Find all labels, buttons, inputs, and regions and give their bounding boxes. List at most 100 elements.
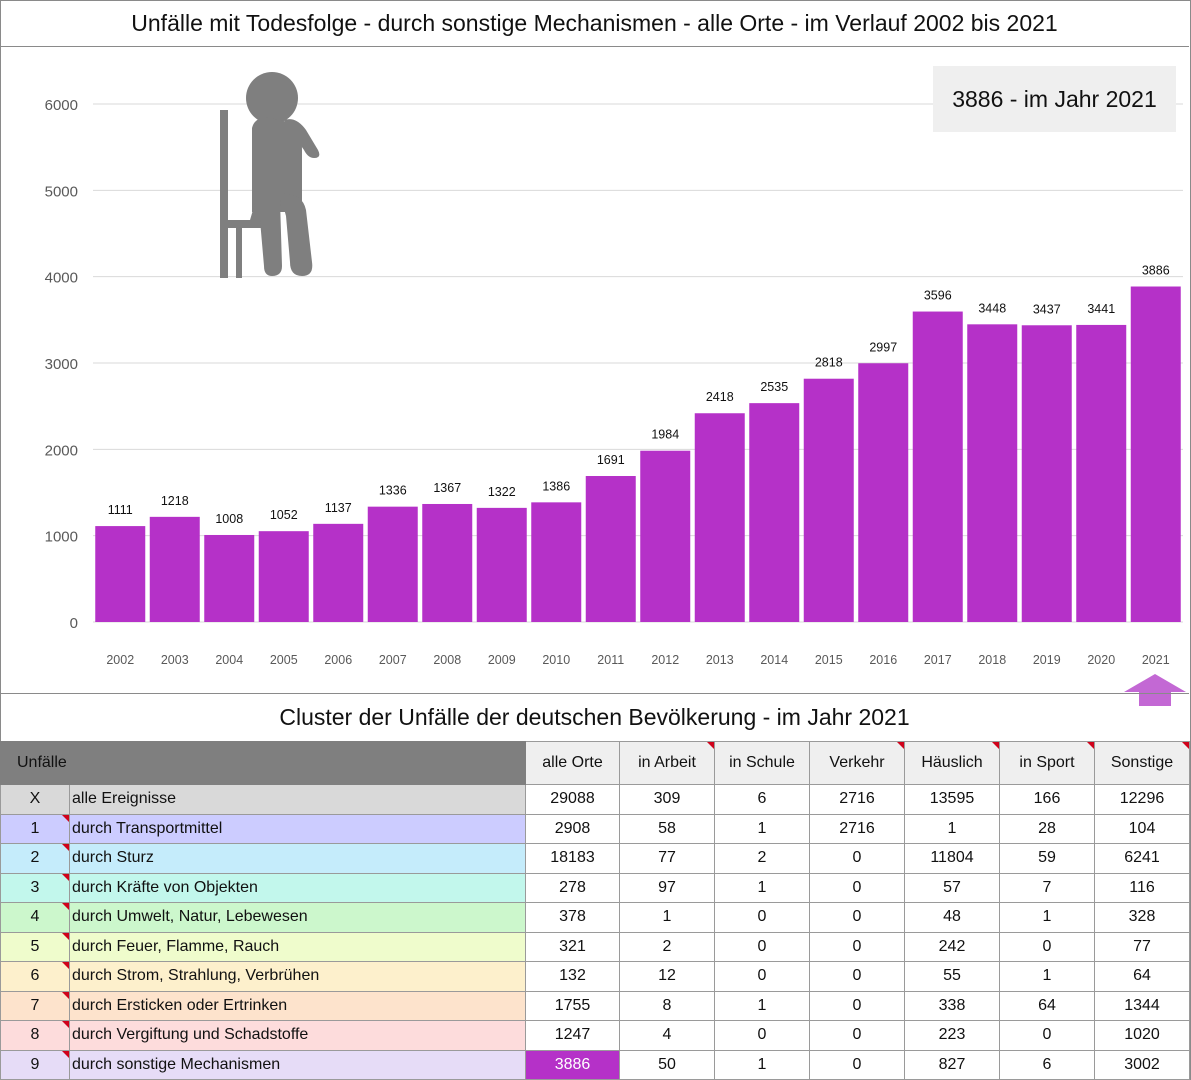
row-id: 3: [0, 872, 70, 903]
table-cell: 77: [619, 843, 715, 874]
col-header: Verkehr: [809, 741, 905, 785]
table-cell: 827: [904, 1049, 1000, 1080]
table-cell: 4: [619, 1020, 715, 1051]
table-cell: 0: [999, 931, 1095, 962]
row-id: 9: [0, 1049, 70, 1080]
table-cell: 1: [714, 813, 810, 844]
table-header-row: Unfälle alle Orte in Arbeit in Schule Ve…: [0, 741, 1190, 785]
bar: [95, 526, 146, 622]
bar: [1021, 325, 1072, 622]
col-header: in Arbeit: [619, 741, 715, 785]
table-cell: 1: [999, 902, 1095, 933]
row-id: X: [0, 784, 70, 815]
chart-area: 0 1000 2000 3000 4000 5000 6000 1111 2002 1218 200…: [0, 47, 1189, 692]
comment-flag-icon: [62, 1021, 69, 1028]
table-cell: 1755: [525, 990, 620, 1021]
table-cell: 116: [1094, 872, 1190, 903]
table-cell: 55: [904, 961, 1000, 992]
table-cell: 12: [619, 961, 715, 992]
table-cell: 2: [619, 931, 715, 962]
data-label: 2535: [760, 380, 788, 394]
data-label: 1008: [215, 512, 243, 526]
table-cell: 2: [714, 843, 810, 874]
table-cell: 2716: [809, 813, 905, 844]
data-label: 3596: [924, 289, 952, 303]
data-label: 1336: [379, 484, 407, 498]
bar: [912, 311, 963, 622]
bar: [803, 378, 854, 622]
table-cell: 28: [999, 813, 1095, 844]
row-label: durch Transportmittel: [69, 813, 526, 844]
y-tick-label: 3000: [45, 356, 78, 373]
y-tick-label: 6000: [45, 97, 78, 114]
x-tick-label: 2010: [542, 653, 570, 667]
table-cell: 29088: [525, 784, 620, 815]
x-tick-label: 2015: [815, 653, 843, 667]
table-cell: 278: [525, 872, 620, 903]
x-tick-label: 2007: [379, 653, 407, 667]
table-cell: 0: [809, 1049, 905, 1080]
row-id: 5: [0, 931, 70, 962]
y-tick-label: 2000: [45, 442, 78, 459]
row-label: durch Vergiftung und Schadstoffe: [69, 1020, 526, 1051]
x-tick-label: 2018: [978, 653, 1006, 667]
table-row: 6 durch Strom, Strahlung, Verbrühen 132 12 0…: [0, 961, 1190, 992]
x-tick-label: 2012: [651, 653, 679, 667]
person-sitting-icon: [210, 70, 330, 282]
table-cell: 64: [1094, 961, 1190, 992]
row-label: durch Strom, Strahlung, Verbrühen: [69, 961, 526, 992]
table-row: 8 durch Vergiftung und Schadstoffe 1247 4 0 0…: [0, 1020, 1190, 1051]
table-row: 4 durch Umwelt, Natur, Lebewesen 378 1 0 0 48 1…: [0, 902, 1190, 933]
table-cell: 1: [714, 990, 810, 1021]
row-id: 1: [0, 813, 70, 844]
table-cell: 0: [809, 931, 905, 962]
table-cell: 104: [1094, 813, 1190, 844]
bar: [640, 450, 691, 622]
bar: [258, 531, 309, 622]
data-label: 1137: [325, 501, 352, 515]
row-label: alle Ereignisse: [69, 784, 526, 815]
table-row: 3 durch Kräfte von Objekten 278 97 1 0 57 7 116: [0, 872, 1190, 903]
table-cell: 132: [525, 961, 620, 992]
col-header: alle Orte: [525, 741, 620, 785]
data-label: 2997: [869, 340, 897, 354]
table-cell: 11804: [904, 843, 1000, 874]
table-cell: 6241: [1094, 843, 1190, 874]
data-label: 2818: [815, 356, 843, 370]
row-label: durch Kräfte von Objekten: [69, 872, 526, 903]
x-tick-label: 2009: [488, 653, 516, 667]
table-cell: 0: [714, 961, 810, 992]
table-row: 7 durch Ersticken oder Ertrinken 1755 8 1 0 33…: [0, 990, 1190, 1021]
x-tick-label: 2016: [869, 653, 897, 667]
row-label: durch Ersticken oder Ertrinken: [69, 990, 526, 1021]
x-tick-label: 2006: [324, 653, 352, 667]
table-cell: 0: [714, 1020, 810, 1051]
x-tick-label: 2013: [706, 653, 734, 667]
table-subtitle: Cluster der Unfälle der deutschen Bevölk…: [0, 693, 1189, 741]
table-cell: 7: [999, 872, 1095, 903]
data-label: 3437: [1033, 302, 1061, 316]
comment-flag-icon: [1087, 742, 1094, 749]
comment-flag-icon: [707, 742, 714, 749]
data-label: 1111: [108, 503, 133, 517]
x-tick-label: 2002: [106, 653, 134, 667]
row-id: 4: [0, 902, 70, 933]
data-label: 1322: [488, 485, 516, 499]
table-cell: 242: [904, 931, 1000, 962]
row-label: durch Feuer, Flamme, Rauch: [69, 931, 526, 962]
table-cell: 2716: [809, 784, 905, 815]
table-cell: 1: [999, 961, 1095, 992]
table-cell: 0: [714, 931, 810, 962]
table-cell: 6: [714, 784, 810, 815]
table-row: 9 durch sonstige Mechanismen 3886 50 1 0 827 6 3…: [0, 1049, 1190, 1080]
up-arrow-icon: [1122, 672, 1188, 708]
table-cell: 97: [619, 872, 715, 903]
bar: [367, 506, 418, 622]
x-tick-label: 2017: [924, 653, 952, 667]
x-tick-label: 2011: [597, 653, 624, 667]
cluster-table: Unfälle alle Orte in Arbeit in Schule Ve…: [0, 741, 1190, 1080]
table-cell: 1020: [1094, 1020, 1190, 1051]
table-cell: 18183: [525, 843, 620, 874]
comment-flag-icon: [992, 742, 999, 749]
y-tick-label: 1000: [45, 529, 78, 546]
